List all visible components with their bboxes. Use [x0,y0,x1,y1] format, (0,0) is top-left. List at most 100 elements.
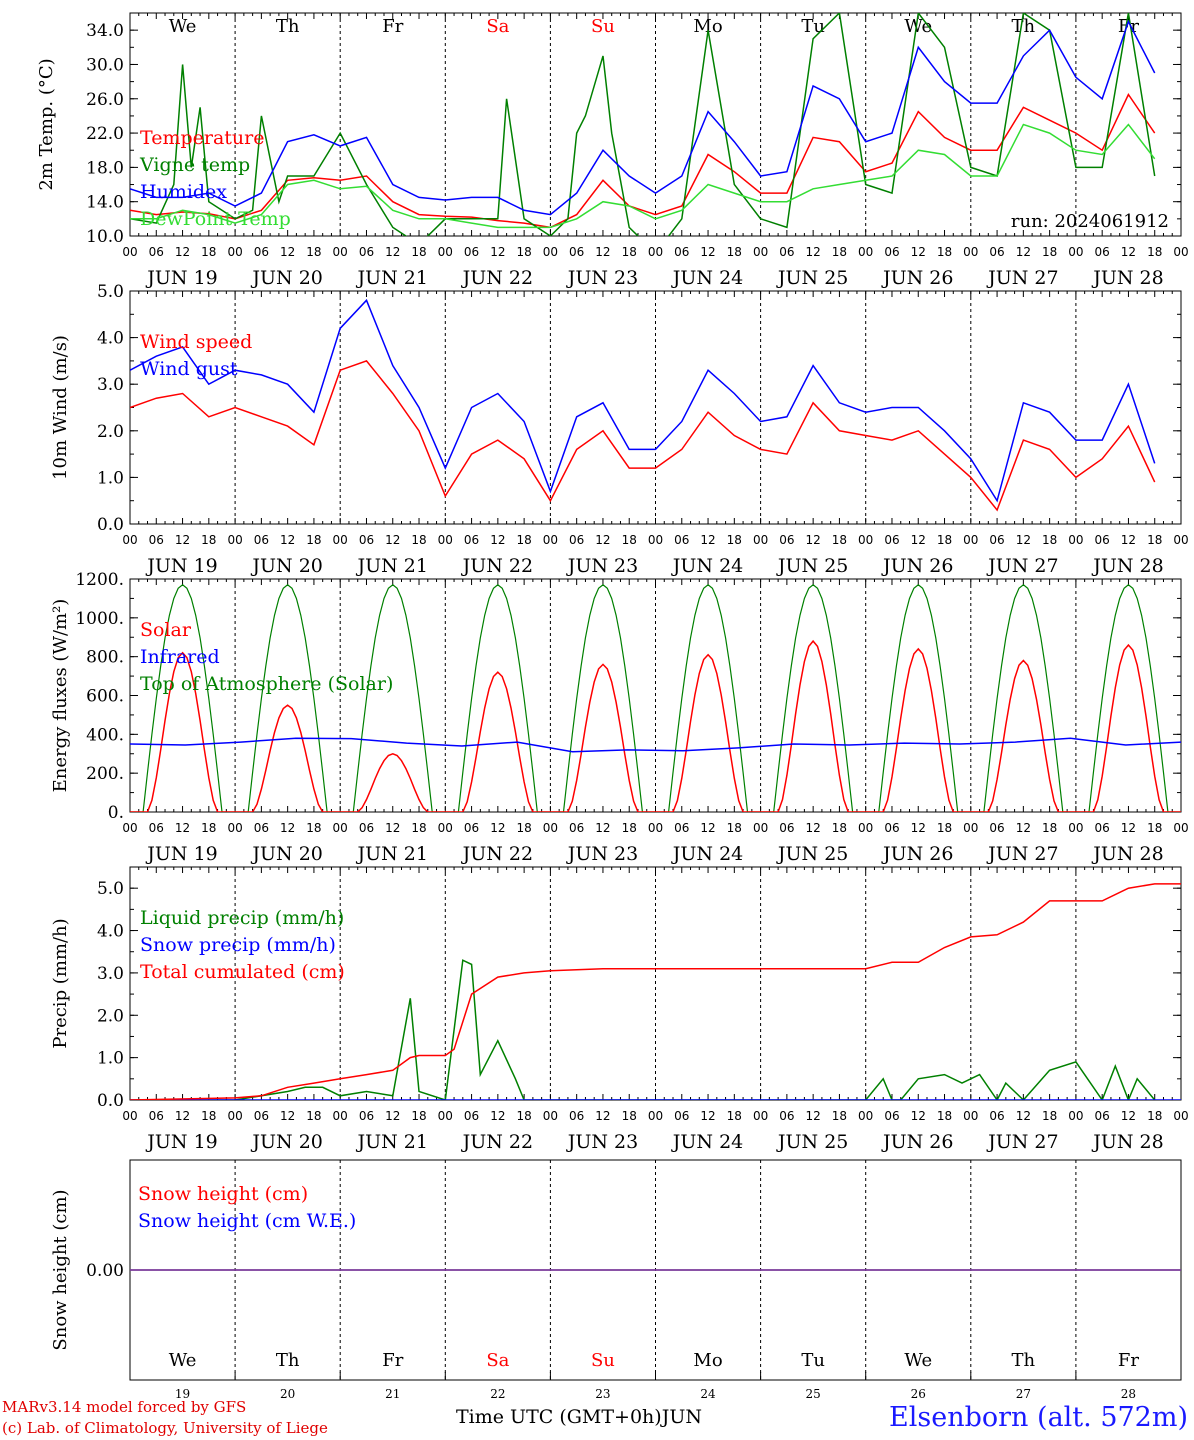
x-date-label: JUN 24 [671,555,743,577]
panel-data [130,584,1181,812]
x-date-label: JUN 28 [1091,843,1163,865]
x-hour-label: 06 [254,245,269,259]
weekday-label: Su [591,1350,615,1371]
x-hour-label: 12 [806,821,821,835]
series-humidex [130,19,1156,216]
x-hour-label: 06 [1095,1109,1110,1123]
x-hour-label: 06 [674,1109,689,1123]
x-hour-label: 18 [727,1109,742,1123]
x-hour-label: 06 [464,533,479,547]
credit-line-2: (c) Lab. of Climatology, University of L… [2,1419,328,1437]
legend-temperature: Temperature [140,127,264,149]
x-hour-label: 06 [1095,533,1110,547]
x-hour-label: 12 [1121,245,1136,259]
x-hour-label: 12 [280,533,295,547]
y-tick-label: 4.0 [97,329,124,349]
y-tick-label: 0. [108,803,124,823]
x-hour-label: 18 [411,245,426,259]
x-date-label: JUN 22 [461,267,533,289]
y-tick-label: 14.0 [86,193,124,213]
x-axis-label-text: Time UTC (GMT+0h) [456,1406,662,1428]
series-liquid-precip-mm-h- [130,959,1156,1100]
x-date-label: JUN 22 [461,843,533,865]
x-hour-label: 12 [1016,1109,1031,1123]
x-hour-label: 00 [858,533,873,547]
x-date-label: JUN 21 [356,555,428,577]
y-tick-label: 22.0 [86,124,124,144]
x-hour-label: 06 [569,821,584,835]
x-hour-label: 18 [727,533,742,547]
x-hour-label: 06 [884,533,899,547]
x-hour-label: 00 [543,533,558,547]
x-hour-label: 18 [411,1109,426,1123]
x-hour-label: 00 [438,821,453,835]
x-hour-label: 12 [385,1109,400,1123]
x-hour-label: 06 [779,821,794,835]
x-date-label: JUN 21 [356,1131,428,1153]
x-date-label: JUN 23 [566,843,638,865]
x-hour-label: 12 [175,245,190,259]
x-hour-label: 18 [727,245,742,259]
legend-wind-speed: Wind speed [140,331,252,353]
x-hour-label: 18 [516,533,531,547]
series-wind-speed [130,360,1156,512]
x-hour-label: 18 [306,245,321,259]
series-vigne-temp [130,13,1156,236]
x-hour-label: 00 [1173,1109,1188,1123]
x-hour-label: 06 [254,821,269,835]
x-hour-label: 06 [254,533,269,547]
x-hour-label: 18 [1147,533,1162,547]
x-hour-label: 00 [648,1109,663,1123]
x-hour-label: 12 [1016,821,1031,835]
y-tick-label: 2.0 [97,422,124,442]
x-hour-label: 18 [516,245,531,259]
day-number-label: 22 [490,1387,505,1401]
weekday-label: We [169,16,197,37]
x-date-label: JUN 25 [776,1131,848,1153]
x-date-label: JUN 20 [250,555,322,577]
x-hour-label: 12 [175,1109,190,1123]
x-hour-label: 18 [201,821,216,835]
x-hour-label: 00 [122,245,137,259]
x-date-label: JUN 27 [986,1131,1058,1153]
run-label: run: 2024061912 [1011,211,1169,232]
panel-2: 00 06 12 18 JUN 19 00 06 12 18 JUN 20 00 06 12 18 JUN … [50,282,1189,577]
x-date-label: JUN 19 [145,1131,217,1153]
x-hour-label: 12 [806,245,821,259]
x-hour-label: 18 [832,533,847,547]
y-axis-label: Energy fluxes (W/m²) [50,599,71,793]
x-hour-label: 12 [490,533,505,547]
y-tick-label: 1.0 [97,468,124,488]
x-date-label: JUN 26 [881,843,953,865]
x-hour-label: 00 [753,245,768,259]
x-hour-label: 12 [490,1109,505,1123]
x-date-label: JUN 26 [881,267,953,289]
x-hour-label: 12 [911,1109,926,1123]
x-date-label: JUN 22 [461,555,533,577]
x-date-label: JUN 25 [776,267,848,289]
x-hour-label: 00 [1173,821,1188,835]
x-hour-label: 06 [254,1109,269,1123]
x-date-label: JUN 20 [250,267,322,289]
x-date-label: JUN 28 [1091,555,1163,577]
y-tick-label: 18.0 [86,158,124,178]
x-hour-label: 00 [333,1109,348,1123]
day-number-label: 25 [806,1387,821,1401]
x-hour-label: 12 [911,533,926,547]
x-hour-label: 18 [516,1109,531,1123]
x-hour-label: 18 [201,1109,216,1123]
x-hour-label: 12 [1121,1109,1136,1123]
x-hour-label: 00 [963,533,978,547]
x-hour-label: 00 [753,1109,768,1123]
x-hour-label: 00 [648,245,663,259]
day-number-label: 20 [280,1387,295,1401]
day-number-label: 23 [595,1387,610,1401]
day-number-label: 28 [1121,1387,1136,1401]
legend-infrared: Infrared [140,646,220,668]
x-hour-label: 12 [595,533,610,547]
x-hour-label: 12 [490,821,505,835]
day-number-label: 24 [700,1387,716,1401]
weekday-label: Th [1012,1350,1036,1371]
weekday-label: Su [591,16,615,37]
